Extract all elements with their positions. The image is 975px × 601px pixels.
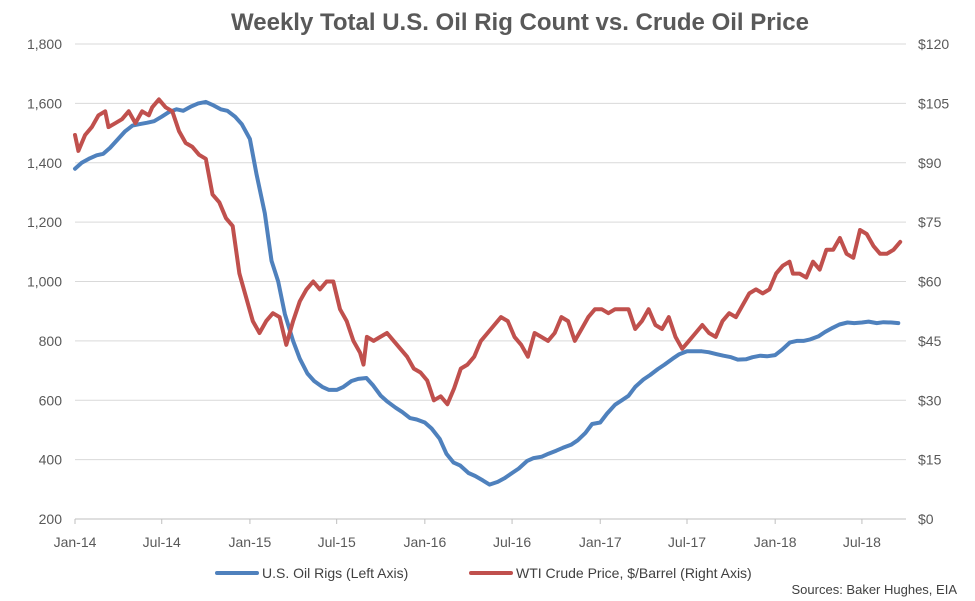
series-line-wti-price bbox=[73, 97, 903, 407]
x-axis-tick-label: Jul-17 bbox=[668, 534, 706, 550]
right-axis-tick-label: $0 bbox=[918, 511, 934, 527]
source-note: Sources: Baker Hughes, EIA bbox=[792, 582, 958, 597]
chart-title: Weekly Total U.S. Oil Rig Count vs. Crud… bbox=[231, 9, 809, 36]
series-line-oil-rigs bbox=[73, 99, 901, 487]
legend-label-rigs: U.S. Oil Rigs (Left Axis) bbox=[262, 565, 408, 581]
left-axis-tick-label: 200 bbox=[39, 511, 63, 527]
gridlines bbox=[75, 43, 906, 520]
x-axis: Jan-14 Jul-14 Jan-15 Jul-15 Jan-16 Jul-16 Jan-… bbox=[54, 518, 906, 550]
right-axis-tick-label: $45 bbox=[918, 333, 942, 349]
right-axis-tick-labels: $0 $15 $30 $45 $60 $75 $90 $105 $120 bbox=[918, 36, 949, 527]
x-axis-tick-label: Jan-17 bbox=[579, 534, 622, 550]
left-axis-tick-label: 1,800 bbox=[27, 36, 62, 52]
left-axis-tick-label: 400 bbox=[39, 452, 63, 468]
right-axis-tick-label: $30 bbox=[918, 392, 942, 408]
right-axis-tick-label: $75 bbox=[918, 214, 942, 230]
series-lines bbox=[73, 97, 903, 487]
x-axis-tick-label: Jul-18 bbox=[843, 534, 881, 550]
left-axis-tick-label: 800 bbox=[39, 333, 63, 349]
left-axis-tick-label: 600 bbox=[39, 392, 63, 408]
right-axis-tick-label: $15 bbox=[918, 452, 942, 468]
left-axis-tick-label: 1,600 bbox=[27, 95, 62, 111]
x-axis-tick-label: Jul-14 bbox=[143, 534, 181, 550]
x-axis-tick-label: Jan-16 bbox=[403, 534, 446, 550]
right-axis-tick-label: $120 bbox=[918, 36, 949, 52]
legend: U.S. Oil Rigs (Left Axis) WTI Crude Pric… bbox=[215, 565, 752, 581]
right-axis-tick-label: $90 bbox=[918, 155, 942, 171]
left-axis-tick-label: 1,200 bbox=[27, 214, 62, 230]
right-axis-tick-label: $105 bbox=[918, 95, 949, 111]
right-axis-tick-label: $60 bbox=[918, 274, 942, 290]
left-axis-tick-labels: 200 400 600 800 1,000 1,200 1,400 1,600 1,800 bbox=[27, 36, 62, 527]
left-axis-tick-label: 1,400 bbox=[27, 155, 62, 171]
left-axis-tick-label: 1,000 bbox=[27, 274, 62, 290]
x-axis-tick-label: Jan-14 bbox=[54, 534, 97, 550]
x-axis-tick-label: Jan-18 bbox=[754, 534, 797, 550]
x-axis-tick-label: Jan-15 bbox=[229, 534, 272, 550]
x-axis-tick-label: Jul-15 bbox=[318, 534, 356, 550]
x-axis-tick-label: Jul-16 bbox=[493, 534, 531, 550]
legend-label-wti: WTI Crude Price, $/Barrel (Right Axis) bbox=[516, 565, 752, 581]
